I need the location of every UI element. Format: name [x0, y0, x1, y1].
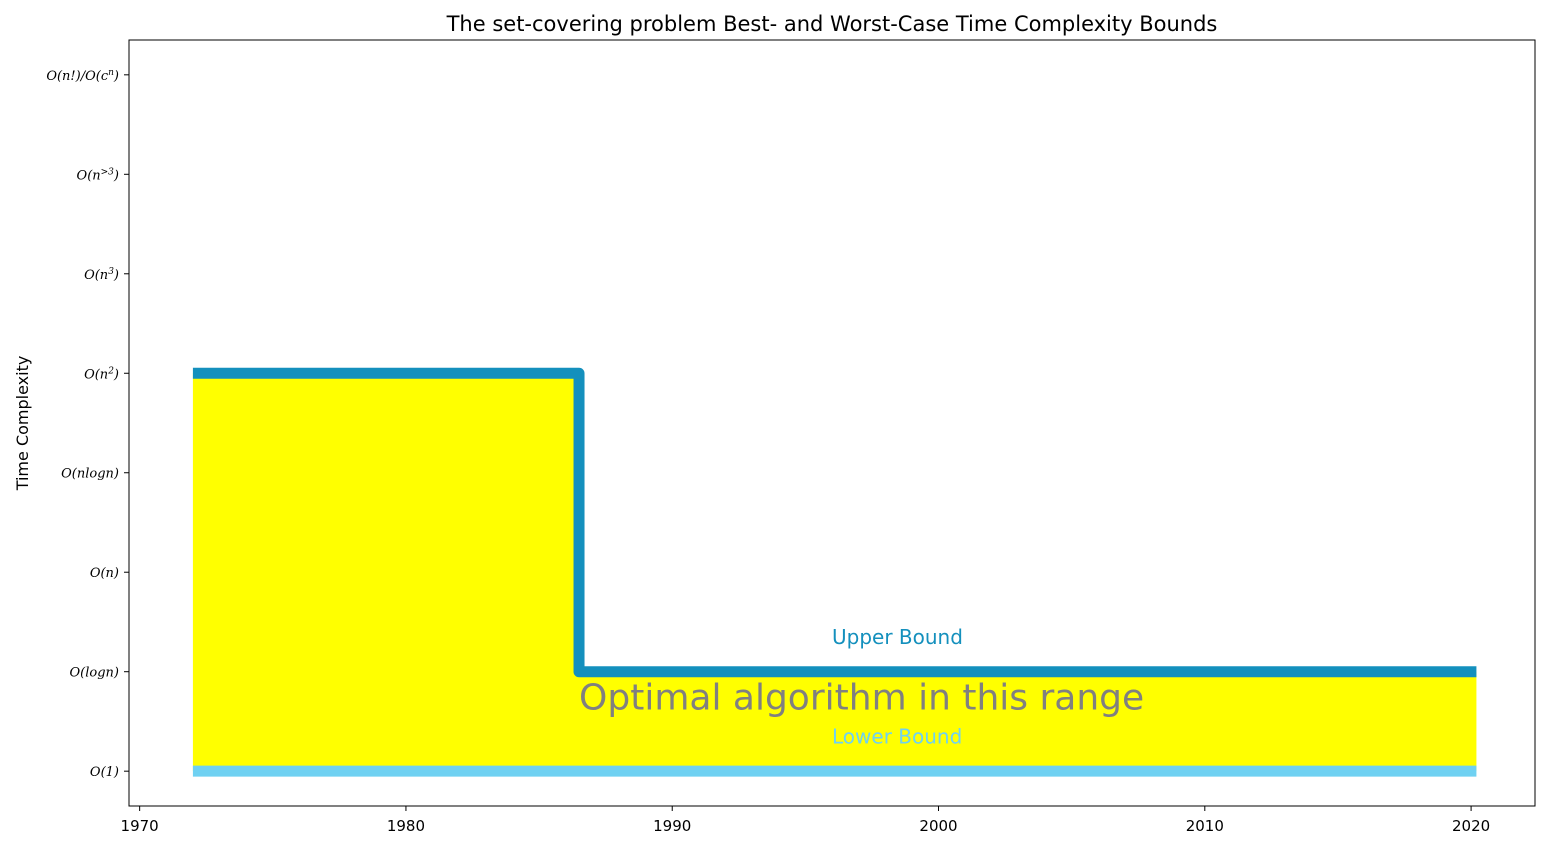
- y-tick-label: O(n!)/O(cn): [46, 68, 119, 84]
- lower-bound-label: Lower Bound: [832, 724, 962, 748]
- y-tick-label: O(n>3): [77, 167, 119, 183]
- y-axis-label: Time Complexity: [13, 356, 32, 492]
- x-tick-label: 1970: [121, 817, 159, 835]
- upper-bound-label: Upper Bound: [832, 625, 963, 649]
- x-tick-label: 2020: [1452, 817, 1490, 835]
- chart-title: The set-covering problem Best- and Worst…: [446, 12, 1218, 36]
- y-tick-label: O(1): [90, 765, 119, 780]
- y-tick-label: O(nlogn): [61, 467, 119, 482]
- y-tick-label: O(n): [90, 566, 119, 581]
- y-tick-label: O(logn): [70, 666, 119, 681]
- x-tick-label: 2010: [1186, 817, 1224, 835]
- y-tick-label: O(n2): [84, 366, 119, 382]
- x-tick-label: 2000: [919, 817, 957, 835]
- x-tick-label: 1990: [653, 817, 691, 835]
- upper-bound-line: [192, 367, 1477, 678]
- plot-frame: [128, 39, 1536, 807]
- optimal-range-label: Optimal algorithm in this range: [579, 678, 1144, 719]
- x-tick-label: 1980: [387, 817, 425, 835]
- y-tick-label: O(n3): [84, 267, 119, 283]
